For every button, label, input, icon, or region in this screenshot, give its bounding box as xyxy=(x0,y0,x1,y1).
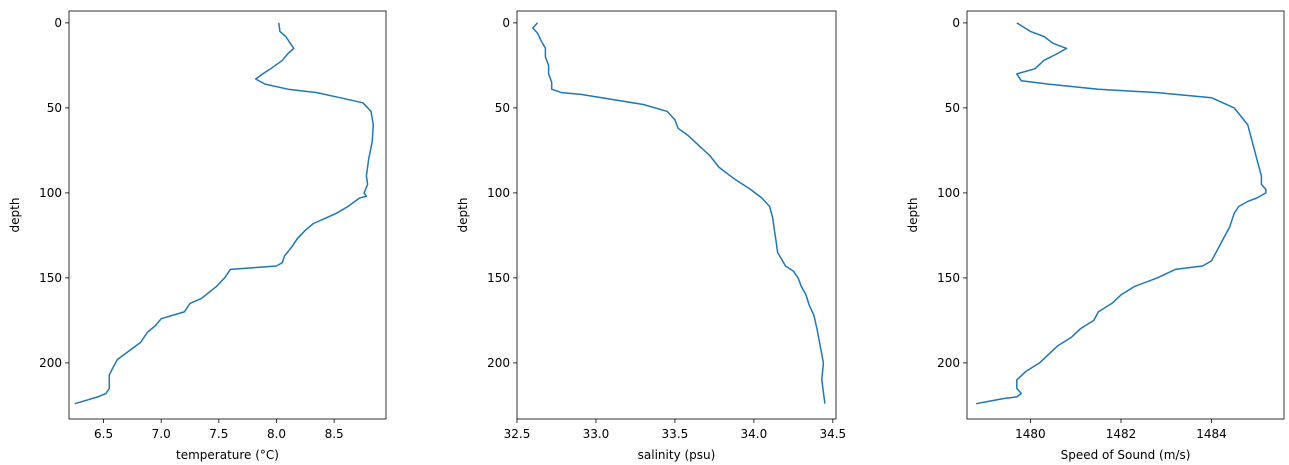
salinity-x-tick-label: 34.5 xyxy=(819,427,846,441)
sound-speed-y-axis-label: depth xyxy=(906,198,920,233)
sound-speed-y-tick-label: 200 xyxy=(937,356,960,370)
temperature-y-tick-label: 0 xyxy=(54,16,62,30)
salinity-y-axis-label: depth xyxy=(456,198,470,233)
sound-speed-y-tick-label: 0 xyxy=(952,16,960,30)
temperature-y-tick-label: 200 xyxy=(39,356,62,370)
temperature-chart: 6.5 7.0 7.5 8.0 8.5 0 50 100 150 200 temperature (… xyxy=(8,10,387,462)
salinity-series-line xyxy=(532,22,826,404)
temperature-y-tick-label: 50 xyxy=(47,101,62,115)
salinity-chart: 32.5 33.0 33.5 34.0 34.5 0 50 100 150 200 salinity… xyxy=(456,10,846,462)
salinity-plot-frame xyxy=(516,10,837,420)
temperature-x-tick-label: 8.5 xyxy=(325,427,344,441)
salinity-x-tick-label: 33.5 xyxy=(662,427,689,441)
sound-speed-y-tick-label: 100 xyxy=(937,186,960,200)
sound-speed-plot-frame xyxy=(966,10,1285,420)
temperature-y-tick-label: 150 xyxy=(39,271,62,285)
salinity-y-tick-label: 100 xyxy=(487,186,510,200)
salinity-y-tick-label: 0 xyxy=(502,16,510,30)
sound-speed-x-tick-label: 1480 xyxy=(1015,427,1046,441)
temperature-y-axis-label: depth xyxy=(8,198,22,233)
salinity-x-tick-label: 34.0 xyxy=(741,427,768,441)
sound-speed-x-tick-label: 1482 xyxy=(1106,427,1137,441)
sound-speed-x-tick-label: 1484 xyxy=(1196,427,1227,441)
temperature-x-tick-label: 7.0 xyxy=(152,427,171,441)
temperature-series-line xyxy=(74,22,375,405)
temperature-plot-frame xyxy=(68,10,387,420)
salinity-x-tick-label: 33.0 xyxy=(583,427,610,441)
sound-speed-chart: 1480 1482 1484 0 50 100 150 200 Speed of Sound (… xyxy=(906,10,1285,462)
salinity-y-tick-label: 200 xyxy=(487,356,510,370)
temperature-x-tick-label: 8.0 xyxy=(267,427,286,441)
temperature-x-tick-label: 7.5 xyxy=(209,427,228,441)
sound-speed-series-line xyxy=(975,22,1267,405)
temperature-x-tick-label: 6.5 xyxy=(94,427,113,441)
salinity-x-axis-label: salinity (psu) xyxy=(638,448,716,462)
sound-speed-y-tick-label: 50 xyxy=(945,101,960,115)
salinity-y-tick-label: 50 xyxy=(495,101,510,115)
salinity-x-tick-label: 32.5 xyxy=(504,427,531,441)
temperature-y-tick-label: 100 xyxy=(39,186,62,200)
sound-speed-y-tick-label: 150 xyxy=(937,271,960,285)
temperature-x-axis-label: temperature (°C) xyxy=(176,448,279,462)
salinity-y-tick-label: 150 xyxy=(487,271,510,285)
sound-speed-x-axis-label: Speed of Sound (m/s) xyxy=(1061,448,1191,462)
